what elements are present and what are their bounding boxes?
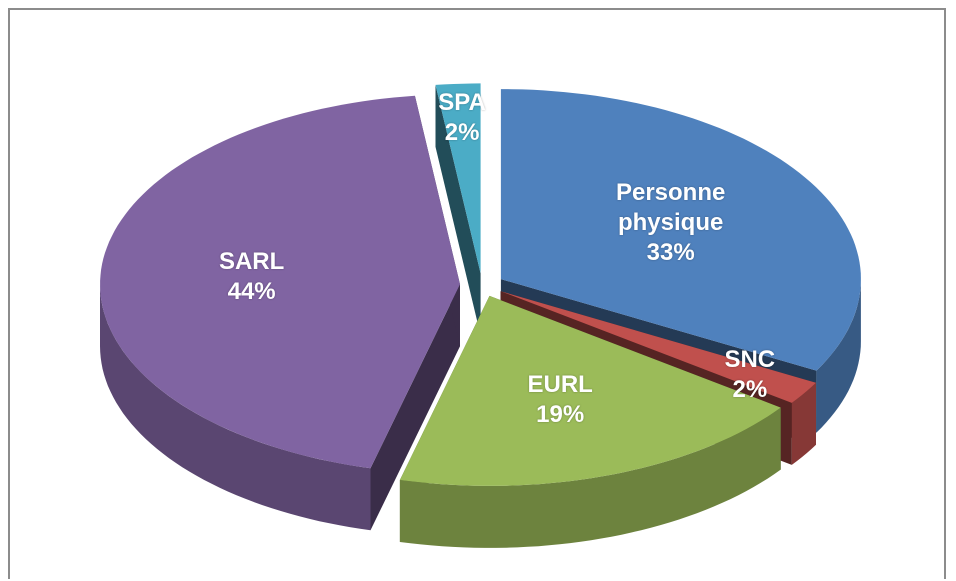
chart-frame (8, 8, 946, 579)
slice-wall (816, 279, 861, 433)
data-label: Personne physique 33% (601, 178, 741, 268)
slice-wall (791, 382, 816, 465)
slice-side (435, 84, 481, 336)
slice-side (370, 284, 460, 531)
category-label: SNC (724, 345, 776, 373)
value-label: 33% (646, 238, 695, 266)
slice (100, 95, 460, 469)
category-label: Personne physique (615, 178, 726, 236)
slice-wall (100, 284, 371, 531)
slice (435, 83, 481, 274)
slice (500, 291, 816, 403)
category-label: SPA (438, 88, 486, 116)
value-label: 19% (536, 400, 585, 428)
slice-wall (399, 407, 781, 548)
value-label: 2% (444, 118, 480, 146)
category-label: SARL (218, 248, 285, 276)
data-label: SPA 2% (382, 88, 542, 148)
category-label: EURL (527, 370, 593, 398)
value-label: 2% (732, 375, 768, 403)
slice (500, 89, 861, 371)
data-label: SARL 44% (172, 247, 332, 307)
slice (399, 295, 781, 486)
value-label: 44% (227, 278, 276, 306)
data-label: SNC 2% (670, 345, 830, 405)
data-label: EURL 19% (480, 370, 640, 430)
